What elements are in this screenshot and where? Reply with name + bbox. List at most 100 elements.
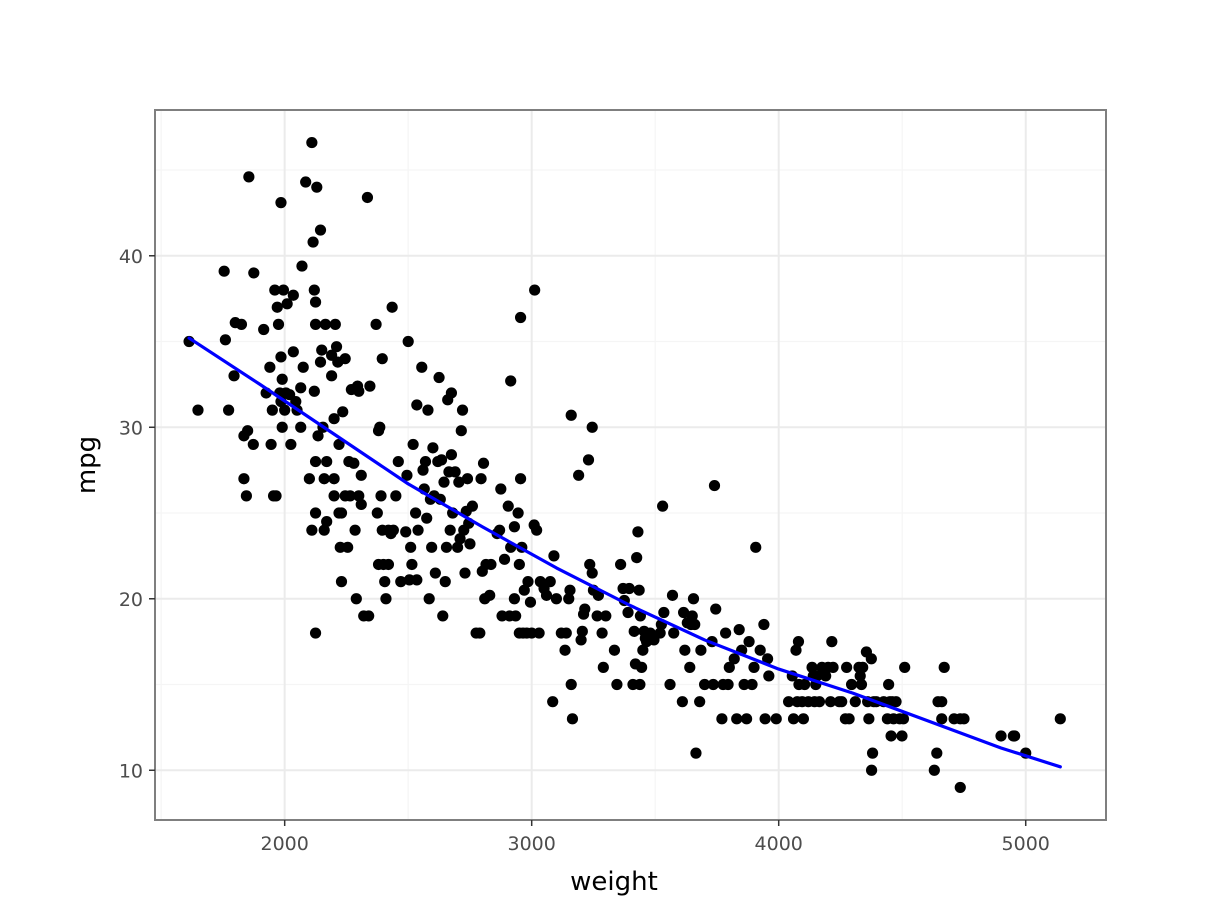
data-point [238, 473, 250, 485]
data-point [865, 764, 878, 776]
data-point [564, 584, 576, 596]
data-point [845, 678, 858, 691]
data-point [371, 507, 383, 519]
data-point [883, 678, 895, 691]
data-point [318, 473, 330, 485]
data-point [437, 610, 449, 622]
data-point [658, 606, 670, 619]
data-point [575, 634, 587, 646]
data-point [865, 653, 877, 665]
data-point [622, 606, 634, 619]
data-point [409, 507, 422, 519]
data-point [306, 136, 318, 149]
data-point [330, 341, 343, 353]
data-point [307, 236, 319, 248]
data-point [459, 567, 471, 579]
data-point [309, 627, 322, 639]
data-point [748, 661, 760, 673]
data-point [608, 644, 621, 656]
data-point [565, 409, 577, 421]
data-point [510, 610, 522, 622]
data-point [843, 713, 855, 725]
data-point [335, 576, 348, 588]
data-point [411, 574, 423, 586]
data-point [600, 610, 612, 622]
data-point [584, 558, 596, 571]
data-point [684, 661, 696, 673]
data-point [279, 404, 291, 416]
data-point [531, 524, 543, 536]
data-point [407, 438, 419, 451]
data-point [387, 524, 399, 536]
data-point [746, 678, 758, 691]
data-point [928, 764, 940, 776]
data-point [514, 473, 527, 485]
data-point [596, 627, 608, 639]
data-point [792, 636, 805, 648]
data-point [422, 404, 434, 416]
data-point [689, 618, 701, 631]
data-point [723, 661, 735, 673]
data-point [349, 524, 361, 536]
data-point [485, 558, 497, 571]
y-tick-label: 20 [119, 589, 143, 611]
data-point [438, 476, 450, 488]
x-tick-label: 5000 [1002, 833, 1050, 855]
data-point [763, 670, 775, 682]
data-point [303, 473, 315, 485]
data-point [228, 370, 240, 382]
data-point [632, 526, 644, 538]
data-point [522, 576, 534, 588]
data-point [192, 404, 204, 416]
data-point [329, 318, 341, 330]
data-point [287, 289, 299, 301]
data-point [576, 625, 588, 637]
panel-border [154, 109, 1107, 821]
data-point [958, 713, 970, 725]
data-point [936, 696, 948, 708]
data-point [390, 490, 402, 502]
data-point [475, 473, 487, 485]
data-point [433, 371, 445, 384]
data-point [699, 678, 711, 691]
data-point [456, 404, 469, 416]
data-point [218, 265, 230, 277]
data-point [276, 373, 288, 385]
data-point [309, 318, 322, 330]
data-point [611, 678, 623, 691]
data-point [426, 541, 438, 553]
trend-line [187, 336, 1062, 769]
data-point [770, 713, 782, 725]
data-point [896, 730, 908, 742]
data-point [559, 644, 571, 656]
data-point [787, 713, 800, 725]
data-point [484, 589, 496, 601]
data-point [676, 696, 688, 708]
data-point [276, 421, 288, 433]
data-point [271, 301, 283, 313]
data-point [533, 627, 545, 639]
data-point [309, 455, 322, 468]
data-point [337, 406, 349, 418]
data-point [270, 490, 282, 502]
data-point [565, 678, 577, 691]
data-point [728, 653, 740, 665]
data-point [223, 404, 235, 416]
data-point [295, 382, 307, 394]
data-point [344, 490, 356, 502]
data-point [547, 696, 559, 708]
data-point [275, 351, 287, 363]
data-point [820, 670, 832, 682]
data-point [355, 498, 367, 511]
data-point [529, 284, 541, 296]
data-point [855, 678, 868, 691]
data-point [513, 558, 525, 571]
data-point [248, 267, 260, 279]
data-point [811, 670, 823, 682]
data-point [623, 582, 635, 595]
major-gridlines [155, 110, 1106, 820]
data-point [464, 538, 476, 550]
data-point [402, 335, 414, 348]
data-point [548, 550, 560, 562]
data-point [759, 713, 771, 725]
